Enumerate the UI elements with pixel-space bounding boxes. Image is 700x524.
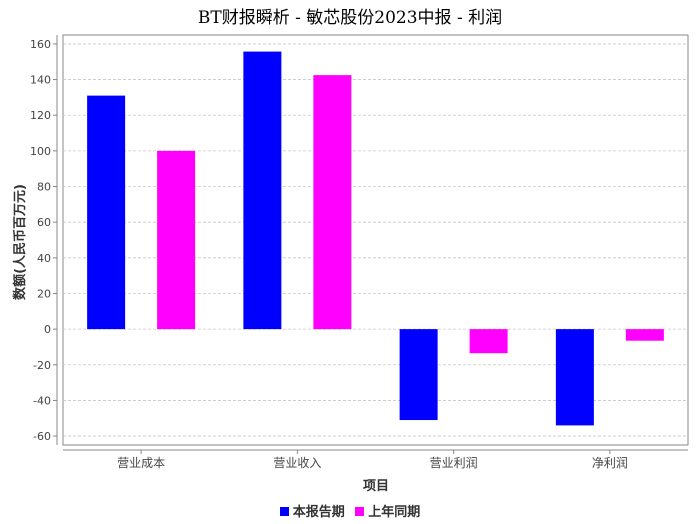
y-tick-label: 20 (37, 287, 51, 300)
bar-current (87, 95, 126, 330)
x-tick-label: 净利润 (592, 456, 628, 470)
bar-previous (313, 75, 352, 330)
plot-area (62, 34, 689, 446)
bar-current (399, 329, 438, 421)
bar-current (555, 329, 594, 426)
y-tick-label: -60 (33, 430, 51, 443)
chart-title: BT财报瞬析 - 敏芯股份2023中报 - 利润 (197, 8, 503, 28)
legend-item-previous: 上年同期 (355, 501, 420, 520)
legend-swatch-previous (355, 507, 365, 516)
x-tick-label: 营业利润 (430, 456, 478, 470)
y-tick-label: 140 (30, 74, 51, 87)
legend: 本报告期 上年同期 (0, 501, 700, 520)
y-tick-label: 0 (44, 323, 51, 336)
y-tick-label: 80 (37, 181, 51, 194)
y-tick-label: -40 (33, 394, 51, 407)
bar-previous (157, 150, 196, 330)
y-axis-ticks: -60 -40 -20 0 20 40 60 80 100 120 140 160 (30, 38, 57, 443)
bar-previous (625, 329, 664, 341)
x-axis-label: 项目 (363, 479, 389, 494)
bar-previous (469, 329, 508, 354)
y-tick-label: 100 (30, 145, 51, 158)
y-tick-label: -20 (33, 359, 51, 372)
y-tick-label: 40 (37, 252, 51, 265)
bars (87, 51, 664, 426)
bar-current (243, 51, 282, 330)
legend-label-previous: 上年同期 (368, 505, 421, 520)
x-tick-label: 营业成本 (117, 456, 165, 470)
y-tick-label: 60 (37, 216, 51, 229)
legend-swatch-current (279, 507, 289, 516)
y-tick-label: 120 (30, 109, 51, 122)
x-tick-label: 营业收入 (273, 456, 321, 470)
legend-label-current: 本报告期 (292, 505, 345, 520)
y-axis-label: 数额(人民币百万元) (12, 184, 28, 300)
x-axis-ticks: 营业成本 营业收入 营业利润 净利润 (117, 450, 628, 470)
y-tick-label: 160 (30, 38, 51, 51)
legend-item-current: 本报告期 (279, 501, 345, 520)
